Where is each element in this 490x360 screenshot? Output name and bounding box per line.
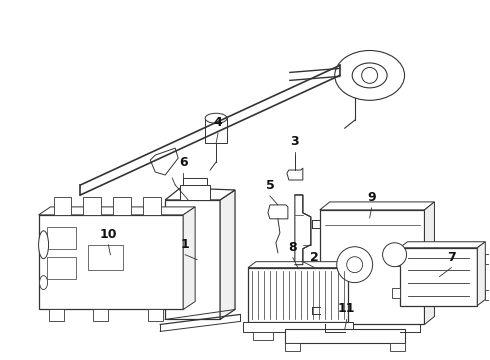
Polygon shape [424,202,435,324]
Bar [392,256,399,266]
Circle shape [337,247,372,283]
Polygon shape [287,168,303,180]
Polygon shape [399,242,485,248]
Ellipse shape [335,50,405,100]
Bar [143,197,161,215]
Bar [113,197,131,215]
Polygon shape [183,178,207,185]
Polygon shape [268,205,288,219]
Polygon shape [220,190,235,319]
Bar [320,210,424,324]
Text: 11: 11 [338,302,355,315]
Polygon shape [165,200,220,319]
Bar [47,227,76,249]
Polygon shape [183,207,195,310]
Bar [89,245,123,270]
Bar [83,197,101,215]
Bar [392,288,399,298]
Bar [485,254,490,264]
Bar [285,329,405,343]
Polygon shape [180,185,210,200]
Bar [390,343,405,351]
Bar [243,323,353,332]
Bar [485,289,490,300]
Polygon shape [150,148,178,175]
Bar [285,343,300,351]
Ellipse shape [40,276,48,289]
Text: 3: 3 [291,135,299,148]
Bar [47,257,76,279]
Bar [148,310,163,321]
Text: 6: 6 [179,156,188,169]
Bar [94,310,108,321]
Text: 5: 5 [266,179,274,192]
Bar [399,248,477,306]
Bar [248,268,348,323]
Polygon shape [165,188,235,200]
Bar [39,215,183,310]
Text: 10: 10 [99,228,117,241]
Polygon shape [477,242,485,306]
Text: 8: 8 [289,241,297,254]
Text: 7: 7 [447,251,456,264]
Ellipse shape [352,63,387,88]
Polygon shape [39,207,195,215]
Circle shape [383,243,407,267]
Text: 4: 4 [214,116,222,129]
Bar [323,332,343,340]
Polygon shape [320,202,435,210]
Circle shape [347,257,363,273]
Bar [253,332,273,340]
Polygon shape [248,262,356,268]
Polygon shape [295,195,311,265]
Text: 2: 2 [311,251,319,264]
Ellipse shape [39,231,49,259]
Ellipse shape [205,113,227,123]
Bar [205,118,227,143]
Circle shape [362,67,378,84]
Bar [53,197,72,215]
Text: 9: 9 [368,191,376,204]
Bar [49,310,64,321]
Text: 1: 1 [181,238,190,251]
